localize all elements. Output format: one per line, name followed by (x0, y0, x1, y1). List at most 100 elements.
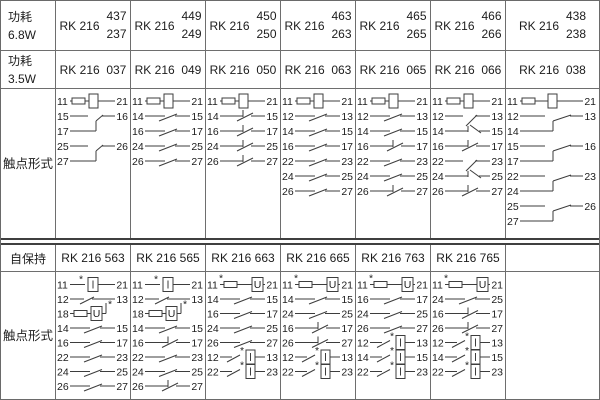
svg-text:27: 27 (491, 186, 503, 198)
svg-text:13: 13 (584, 111, 596, 123)
svg-text:23: 23 (491, 367, 503, 379)
svg-text:23: 23 (191, 352, 203, 364)
power-35w-row: 功耗 3.5W RK 216 037 RK 216 049 RK 216 050 RK… (1, 51, 599, 89)
svg-text:16: 16 (432, 309, 444, 321)
svg-text:13: 13 (416, 111, 428, 123)
svg-text:15: 15 (416, 352, 428, 364)
power-68w-label: 功耗 6.8W (1, 1, 56, 50)
svg-text:15: 15 (191, 323, 203, 335)
svg-text:24: 24 (357, 171, 369, 183)
model-number-top: 450 (256, 9, 277, 24)
svg-text:23: 23 (116, 352, 128, 364)
svg-text:27: 27 (116, 381, 128, 393)
svg-text:14: 14 (207, 111, 219, 123)
model-prefix: RK 216 (359, 18, 400, 33)
contact-form-char: 式 (40, 156, 54, 171)
svg-text:*: * (219, 273, 223, 285)
svg-text:26: 26 (432, 323, 444, 335)
model-cell-68w: RK 216 438 238 (506, 1, 599, 50)
contact-diagram: 11 21 12 13 14 15 16 17 22 23 24 25 26 27 (356, 89, 431, 238)
svg-text:13: 13 (491, 111, 503, 123)
svg-text:12: 12 (282, 111, 294, 123)
svg-text:21: 21 (491, 280, 503, 292)
svg-text:23: 23 (266, 367, 278, 379)
svg-text:26: 26 (132, 381, 144, 393)
model-number-bottom: 249 (181, 26, 202, 41)
model-numbers: 449 249 (182, 8, 202, 43)
svg-text:12: 12 (282, 352, 294, 364)
svg-text:24: 24 (132, 141, 144, 153)
svg-text:13: 13 (416, 338, 428, 350)
svg-text:25: 25 (491, 294, 503, 306)
svg-text:27: 27 (416, 186, 428, 198)
svg-text:27: 27 (191, 156, 203, 168)
svg-text:17: 17 (491, 141, 503, 153)
model-numbers: 465 265 (407, 8, 427, 43)
model-cell-35w: RK 216 065 (356, 51, 431, 88)
model-cell-68w: RK 216 466 266 (431, 1, 506, 50)
svg-text:27: 27 (266, 338, 278, 350)
svg-text:15: 15 (491, 126, 503, 138)
svg-text:13: 13 (266, 352, 278, 364)
svg-text:16: 16 (357, 294, 369, 306)
svg-text:15: 15 (341, 126, 353, 138)
svg-text:26: 26 (282, 186, 294, 198)
svg-text:15: 15 (266, 294, 278, 306)
svg-text:27: 27 (341, 186, 353, 198)
model-cell-selfhold: RK 216 565 (131, 245, 206, 271)
svg-text:22: 22 (432, 156, 444, 168)
svg-text:21: 21 (116, 96, 128, 108)
self-hold-row: 自保持 RK 216 563 RK 216 565 RK 216 663 RK 216… (1, 245, 599, 272)
contact-diagram: 11 21 * U 24 25 16 17 26 27 12 13 * 14 15 * 22 23 * (431, 272, 506, 399)
svg-text:22: 22 (282, 156, 294, 168)
svg-text:*: * (465, 360, 469, 372)
empty-cell (506, 245, 599, 271)
contact-diagram: 11 21 * U 16 17 24 25 26 27 12 13 * 14 15 * 22 23 * (356, 272, 431, 399)
svg-text:14: 14 (132, 323, 144, 335)
model-cell-selfhold: RK 216 765 (431, 245, 506, 271)
svg-text:14: 14 (432, 126, 444, 138)
svg-text:16: 16 (132, 126, 144, 138)
svg-text:26: 26 (357, 323, 369, 335)
contact-diagram: 11 21 12 14 13 15 17 16 22 24 23 25 27 26 (506, 89, 599, 238)
model-number-bottom: 263 (331, 26, 352, 41)
model-prefix: RK 216 (59, 18, 100, 33)
svg-text:21: 21 (191, 96, 203, 108)
svg-text:16: 16 (207, 309, 219, 321)
svg-text:16: 16 (432, 141, 444, 153)
model-number-bottom: 238 (566, 26, 587, 41)
model-number-top: 437 (106, 9, 127, 24)
svg-text:*: * (154, 274, 158, 286)
power-35w-value: 3.5W (8, 71, 37, 86)
model-cell-35w: RK 216 050 (206, 51, 281, 88)
model-cell-35w: RK 216 066 (431, 51, 506, 88)
section-separator (1, 238, 599, 245)
svg-text:26: 26 (57, 381, 69, 393)
svg-text:15: 15 (416, 126, 428, 138)
svg-text:17: 17 (191, 126, 203, 138)
svg-text:24: 24 (282, 309, 294, 321)
model-cell-35w: RK 216 063 (281, 51, 356, 88)
svg-text:24: 24 (207, 141, 219, 153)
svg-text:*: * (240, 360, 244, 372)
svg-text:24: 24 (207, 323, 219, 335)
svg-text:21: 21 (416, 96, 428, 108)
svg-text:U: U (479, 279, 487, 291)
svg-text:12: 12 (432, 111, 444, 123)
svg-text:*: * (465, 345, 469, 357)
svg-text:12: 12 (357, 111, 369, 123)
model-cell-selfhold: RK 216 663 (206, 245, 281, 271)
model-number-bottom: 250 (256, 26, 277, 41)
contact-diagram: 11 21 15 17 16 25 27 26 (56, 89, 131, 238)
contact-form-char: 点 (15, 328, 28, 343)
self-hold-label: 自保持 (1, 245, 56, 271)
svg-text:21: 21 (266, 280, 278, 292)
svg-text:*: * (390, 331, 394, 343)
svg-text:16: 16 (207, 126, 219, 138)
svg-text:25: 25 (266, 323, 278, 335)
power-title: 功耗 (8, 9, 33, 24)
svg-text:22: 22 (282, 367, 294, 379)
model-cell-68w: RK 216 449 249 (131, 1, 206, 50)
svg-text:11: 11 (282, 96, 293, 108)
